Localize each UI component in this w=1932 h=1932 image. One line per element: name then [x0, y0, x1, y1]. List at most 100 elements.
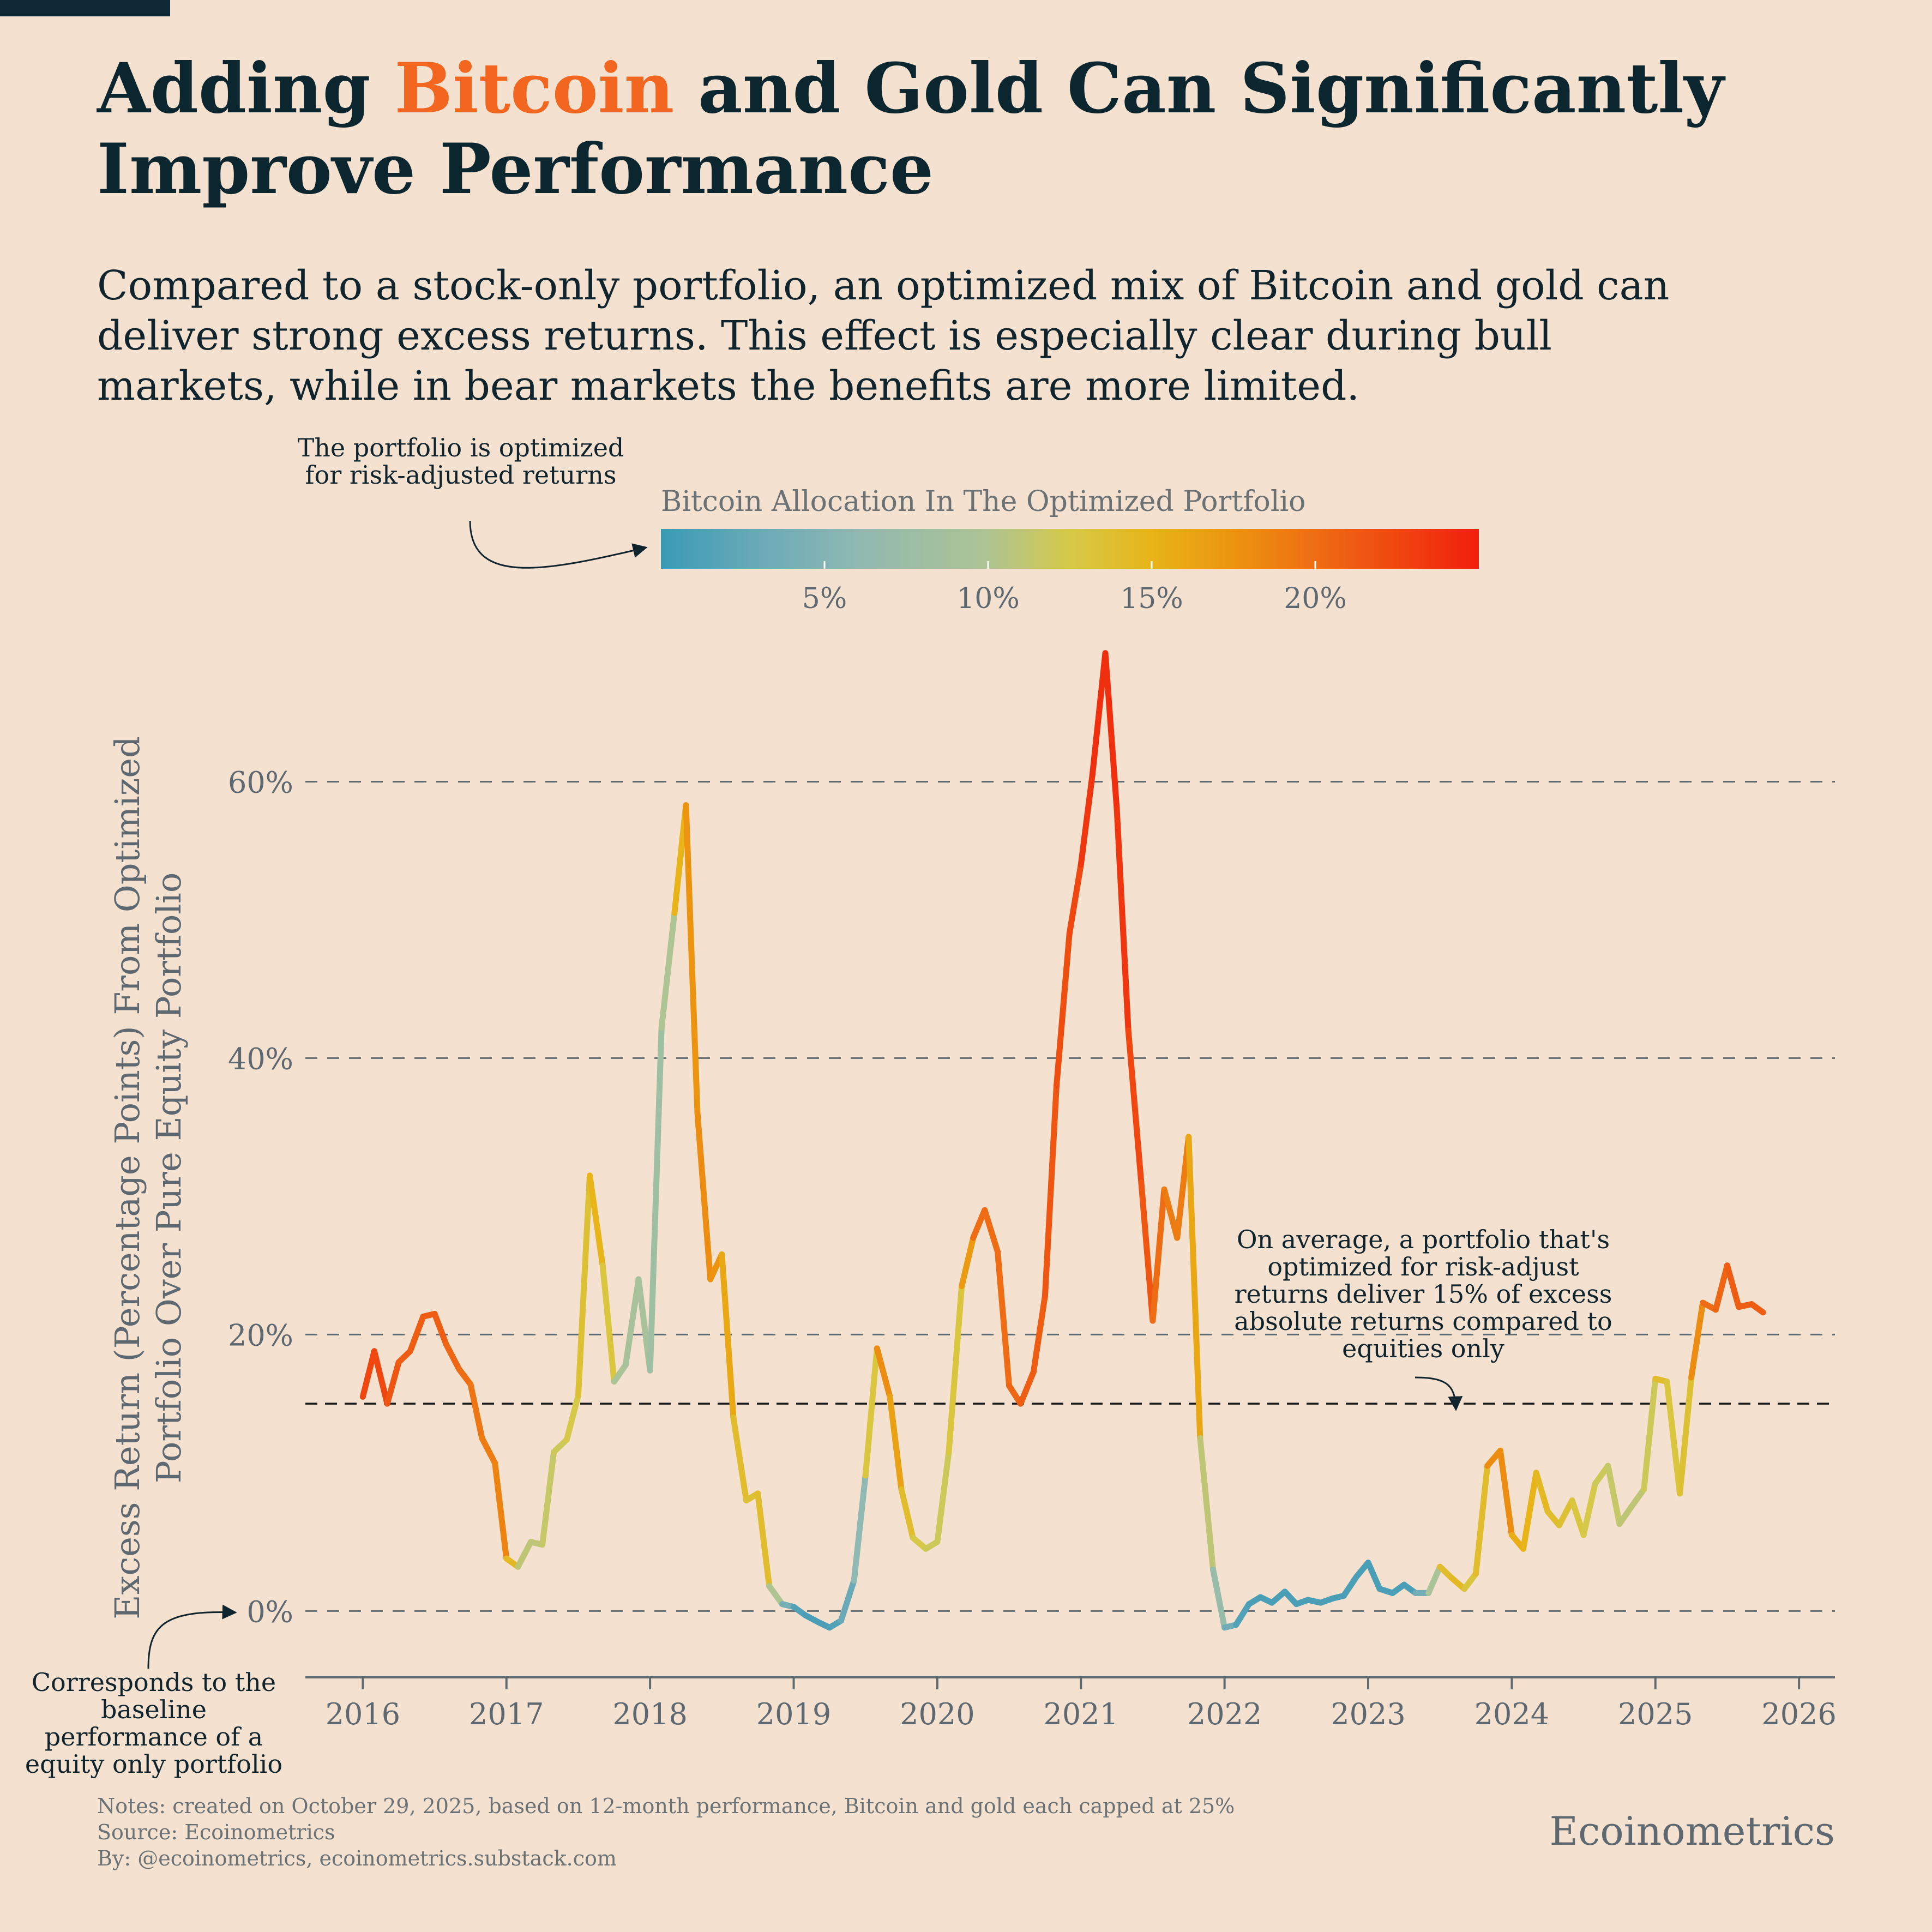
- line-segment: [467, 1381, 485, 1441]
- line-segment: [658, 910, 678, 1031]
- title-text-before: Adding: [97, 48, 395, 129]
- line-segment: [575, 1172, 593, 1399]
- chart-title: Adding Bitcoin and Gold Can Significantl…: [97, 48, 1842, 209]
- y-tick-label-60: 60%: [228, 765, 293, 799]
- line-segment: [1556, 1497, 1575, 1528]
- x-tick-label-2025: 2025: [1618, 1697, 1693, 1731]
- line-segment: [371, 1348, 390, 1407]
- line-segment: [1473, 1462, 1491, 1577]
- arrow-baseline: [147, 1604, 237, 1669]
- line-segment: [1030, 1292, 1048, 1375]
- line-segment: [539, 1449, 557, 1548]
- line-segment: [1197, 1435, 1217, 1573]
- line-segment: [1616, 1504, 1634, 1527]
- footer-notes-line: Notes: created on October 29, 2025, base…: [97, 1794, 1235, 1818]
- line-segment: [1677, 1374, 1695, 1497]
- line-segment: [874, 1345, 893, 1400]
- line-segment: [384, 1359, 402, 1407]
- x-tick-label-2021: 2021: [1044, 1697, 1118, 1731]
- line-segment: [1149, 1186, 1167, 1324]
- line-segment: [1425, 1563, 1443, 1596]
- y-tick-label-40: 40%: [228, 1042, 293, 1076]
- line-segment: [1114, 806, 1131, 1034]
- colorbar-tick-label-15: 15%: [1120, 582, 1183, 615]
- title-highlight-bitcoin: Bitcoin: [394, 48, 675, 129]
- x-tick-label-2019: 2019: [756, 1697, 831, 1731]
- line-segment: [1688, 1299, 1706, 1381]
- chart-subtitle: Compared to a stock-only portfolio, an o…: [97, 262, 1670, 410]
- x-tick-label-2026: 2026: [1761, 1697, 1836, 1731]
- colorbar: 5% 10% 15% 20%: [661, 529, 1479, 615]
- gridlines: 0% 20% 40% 60%: [228, 765, 1835, 1629]
- line-segment: [934, 1449, 952, 1545]
- arrow-average: [1415, 1376, 1463, 1411]
- x-tick-label-2024: 2024: [1474, 1697, 1549, 1731]
- line-segment: [1641, 1375, 1659, 1492]
- x-tick-label-2023: 2023: [1331, 1697, 1405, 1731]
- annotation-average: On average, a portfolio that's optimized…: [1234, 1225, 1612, 1363]
- line-segment: [1712, 1262, 1730, 1313]
- line-segment: [1066, 862, 1084, 937]
- line-segment: [1748, 1301, 1766, 1316]
- colorbar-title: Bitcoin Allocation In The Optimized Port…: [661, 485, 1306, 518]
- y-tick-label-0: 0%: [246, 1594, 293, 1629]
- x-tick-label-2017: 2017: [469, 1697, 544, 1731]
- line-segment: [1628, 1486, 1647, 1510]
- x-tick-label-2018: 2018: [612, 1697, 687, 1731]
- line-segment: [1138, 1179, 1156, 1324]
- line-segment: [1053, 930, 1073, 1089]
- line-segment: [730, 1414, 750, 1504]
- line-segment: [1018, 1369, 1037, 1407]
- line-segment: [851, 1472, 869, 1584]
- line-segment: [1365, 1560, 1383, 1592]
- line-segment: [599, 1262, 617, 1385]
- line-segment: [694, 1110, 714, 1283]
- line-segment: [959, 1235, 977, 1290]
- colorbar-bar: [661, 529, 1479, 569]
- line-segment: [647, 1025, 665, 1374]
- line-segment: [622, 1276, 642, 1368]
- line-segment: [1461, 1570, 1479, 1592]
- annotation-baseline: Corresponds to the baseline performance …: [25, 1668, 283, 1779]
- x-tick-label-2016: 2016: [326, 1697, 400, 1731]
- line-segment: [1497, 1447, 1515, 1538]
- corner-accent-bar: [0, 0, 170, 16]
- line-segment: [1161, 1186, 1181, 1241]
- line-segment: [1089, 650, 1109, 778]
- line-segment: [1125, 1027, 1145, 1186]
- y-axis-label: Excess Return (Percentage Points) From O…: [107, 736, 189, 1620]
- line-segment: [838, 1578, 857, 1624]
- line-segment: [766, 1583, 785, 1608]
- line-segment: [359, 1348, 377, 1400]
- line-segment: [898, 1486, 916, 1541]
- footer-notes: Notes: created on October 29, 2025, base…: [97, 1793, 1235, 1871]
- line-segment: [1664, 1379, 1683, 1497]
- line-segment: [479, 1435, 498, 1466]
- line-segment: [492, 1460, 510, 1562]
- line-segment: [1724, 1262, 1742, 1310]
- line-segment: [456, 1366, 474, 1388]
- brand-logo-text: Ecoinometrics: [1549, 1808, 1835, 1854]
- line-segment: [1185, 1134, 1203, 1441]
- line-segment: [586, 1172, 606, 1269]
- line-segment: [563, 1392, 581, 1443]
- line-segment: [1520, 1470, 1539, 1552]
- line-segment: [1042, 1082, 1060, 1299]
- line-segment: [970, 1207, 988, 1241]
- line-segment: [683, 802, 701, 1117]
- colorbar-tick-label-5: 5%: [802, 582, 847, 615]
- line-segment: [1078, 772, 1096, 868]
- line-segment: [431, 1310, 449, 1347]
- line-segment: [862, 1345, 880, 1479]
- line-segment: [1605, 1462, 1623, 1527]
- arrow-optimized: [469, 520, 648, 569]
- colorbar-tick-label-20: 20%: [1284, 582, 1347, 615]
- y-tick-label-20: 20%: [228, 1318, 293, 1352]
- line-segment: [755, 1490, 773, 1590]
- line-segment: [887, 1393, 905, 1492]
- line-segment: [407, 1313, 426, 1355]
- line-segment: [1340, 1573, 1360, 1599]
- annotation-optimized: The portfolio is optimized for risk-adju…: [297, 433, 624, 490]
- line-segment: [515, 1539, 534, 1570]
- x-tick-label-2020: 2020: [900, 1697, 974, 1731]
